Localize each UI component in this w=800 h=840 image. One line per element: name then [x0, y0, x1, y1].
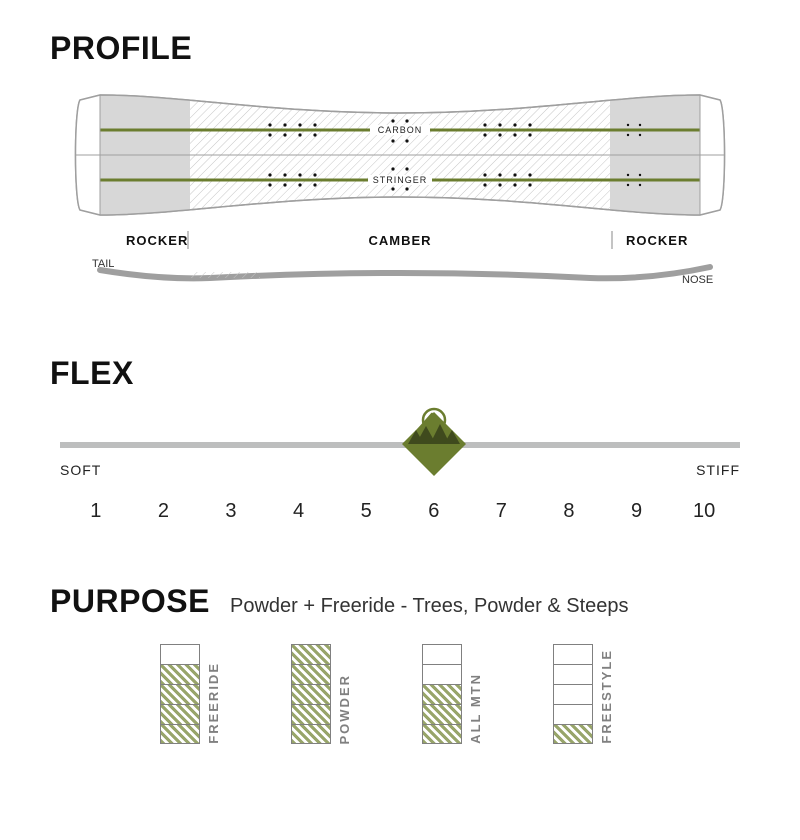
purpose-bar: FREESTYLE — [553, 644, 614, 744]
flex-bar — [60, 442, 740, 448]
profile-diagram: CARBON STRINGER ROCKER CAMBER ROCKER TAI… — [70, 85, 730, 295]
purpose-title: PURPOSE — [50, 583, 210, 620]
flex-soft-label: SOFT — [60, 462, 101, 478]
profile-title: PROFILE — [50, 30, 750, 67]
flex-section: FLEX SOFT STIFF 12345678910 — [50, 355, 750, 523]
flex-scale: 12345678910 — [60, 500, 740, 523]
carbon-label: CARBON — [378, 125, 423, 135]
flex-stiff-label: STIFF — [696, 462, 740, 478]
flex-tick: 7 — [468, 500, 536, 523]
tail-label: TAIL — [92, 258, 114, 270]
purpose-description: Powder + Freeride - Trees, Powder & Stee… — [230, 595, 629, 618]
flex-tick: 3 — [197, 500, 265, 523]
flex-tick: 9 — [603, 500, 671, 523]
purpose-bar: FREERIDE — [160, 644, 221, 744]
nose-rocker-label: ROCKER — [626, 233, 688, 248]
tail-rocker-label: ROCKER — [126, 233, 188, 248]
flex-tick: 4 — [265, 500, 333, 523]
flex-tick: 10 — [670, 500, 738, 523]
flex-tick: 2 — [130, 500, 198, 523]
board-side-profile — [100, 267, 710, 278]
purpose-section: PURPOSE Powder + Freeride - Trees, Powde… — [50, 583, 750, 744]
purpose-bar-label: FREESTYLE — [599, 649, 614, 744]
camber-label: CAMBER — [368, 233, 431, 248]
board-top-view: CARBON STRINGER — [70, 85, 730, 225]
purpose-bar-label: FREERIDE — [206, 662, 221, 744]
flex-tick: 1 — [62, 500, 130, 523]
purpose-bar: POWDER — [291, 644, 352, 744]
purpose-bar-label: ALL MTN — [468, 673, 483, 744]
flex-tick: 6 — [400, 500, 468, 523]
purpose-bar-label: POWDER — [337, 674, 352, 745]
flex-title: FLEX — [50, 355, 750, 392]
flex-tick: 8 — [535, 500, 603, 523]
purpose-bar: ALL MTN — [422, 644, 483, 744]
flex-tick: 5 — [332, 500, 400, 523]
purpose-bars: FREERIDE POWDER ALL MTN FREESTYLE — [160, 644, 750, 744]
nose-label: NOSE — [682, 274, 713, 286]
profile-section: PROFILE — [50, 30, 750, 295]
stringer-label: STRINGER — [373, 175, 428, 185]
